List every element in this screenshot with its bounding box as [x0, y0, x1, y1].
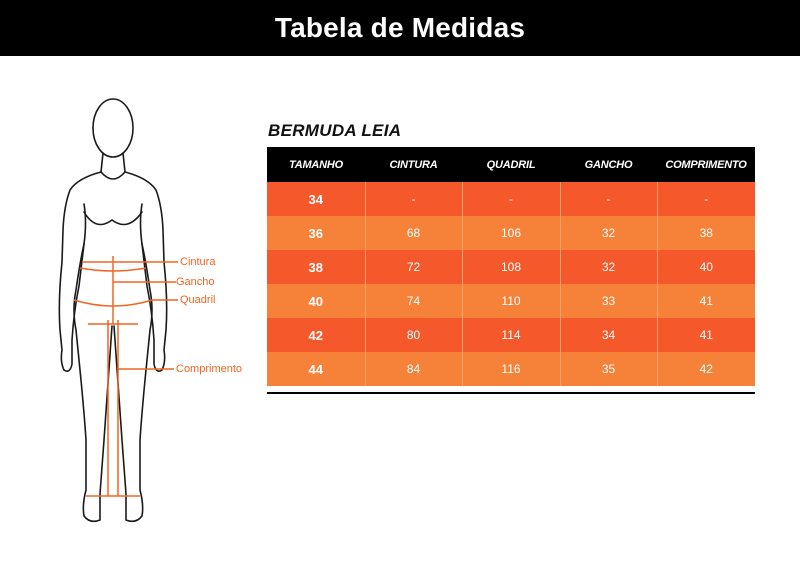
body-figure-illustration: Cintura Gancho Quadril Comprimento	[40, 80, 270, 540]
hip-line	[73, 299, 178, 307]
length-cell: 41	[657, 318, 755, 352]
column-header-hip: QUADRIL	[462, 147, 560, 182]
waist-cell: 74	[365, 284, 463, 318]
waist-cell: 80	[365, 318, 463, 352]
waist-cell: 72	[365, 250, 463, 284]
length-cell: 38	[657, 216, 755, 250]
table-row: 36 68 106 32 38	[267, 216, 755, 250]
length-lines	[107, 320, 119, 496]
length-cell: 42	[657, 352, 755, 386]
table-row: 42 80 114 34 41	[267, 318, 755, 352]
table-row: 34 - - - -	[267, 182, 755, 216]
table-row: 40 74 110 33 41	[267, 284, 755, 318]
size-cell: 38	[267, 250, 366, 284]
hip-cell: 108	[462, 250, 561, 284]
table-row: 38 72 108 32 40	[267, 250, 755, 284]
waist-cell: -	[365, 182, 463, 216]
column-header-rise: GANCHO	[560, 147, 657, 182]
hip-cell: 116	[462, 352, 561, 386]
measurement-lines	[73, 256, 178, 497]
rise-cell: 32	[560, 216, 658, 250]
page-title: Tabela de Medidas	[274, 12, 526, 43]
hip-cell: 110	[462, 284, 561, 318]
rise-cell: 35	[560, 352, 658, 386]
size-table: TAMANHO CINTURA QUADRIL GANCHO COMPRIMEN…	[267, 147, 755, 386]
hip-label: Quadril	[180, 294, 215, 306]
length-cell: -	[657, 182, 755, 216]
table-bottom-border	[267, 392, 755, 394]
hip-cell: 106	[462, 216, 561, 250]
size-cell: 40	[267, 284, 366, 318]
rise-label: Gancho	[176, 276, 215, 288]
column-header-length: COMPRIMENTO	[657, 147, 755, 182]
size-cell: 34	[267, 182, 366, 216]
hip-cell: -	[462, 182, 561, 216]
length-cell: 41	[657, 284, 755, 318]
page-header: Tabela de Medidas	[0, 0, 800, 56]
waist-label: Cintura	[180, 256, 216, 268]
rise-cell: 34	[560, 318, 658, 352]
hip-cell: 114	[462, 318, 561, 352]
body-figure-svg: Cintura Gancho Quadril Comprimento	[58, 98, 242, 523]
column-header-waist: CINTURA	[365, 147, 462, 182]
waist-cell: 84	[365, 352, 463, 386]
product-title: BERMUDA LEIA	[268, 121, 402, 140]
body-outline	[58, 98, 168, 523]
length-cell: 40	[657, 250, 755, 284]
table-header-row: TAMANHO CINTURA QUADRIL GANCHO COMPRIMEN…	[267, 147, 755, 182]
length-label: Comprimento	[176, 363, 242, 375]
rise-cell: -	[560, 182, 658, 216]
waist-cell: 68	[365, 216, 463, 250]
rise-cell: 32	[560, 250, 658, 284]
size-cell: 42	[267, 318, 366, 352]
size-cell: 44	[267, 352, 366, 386]
rise-cell: 33	[560, 284, 658, 318]
size-cell: 36	[267, 216, 366, 250]
column-header-size: TAMANHO	[267, 147, 365, 182]
table-row: 44 84 116 35 42	[267, 352, 755, 386]
